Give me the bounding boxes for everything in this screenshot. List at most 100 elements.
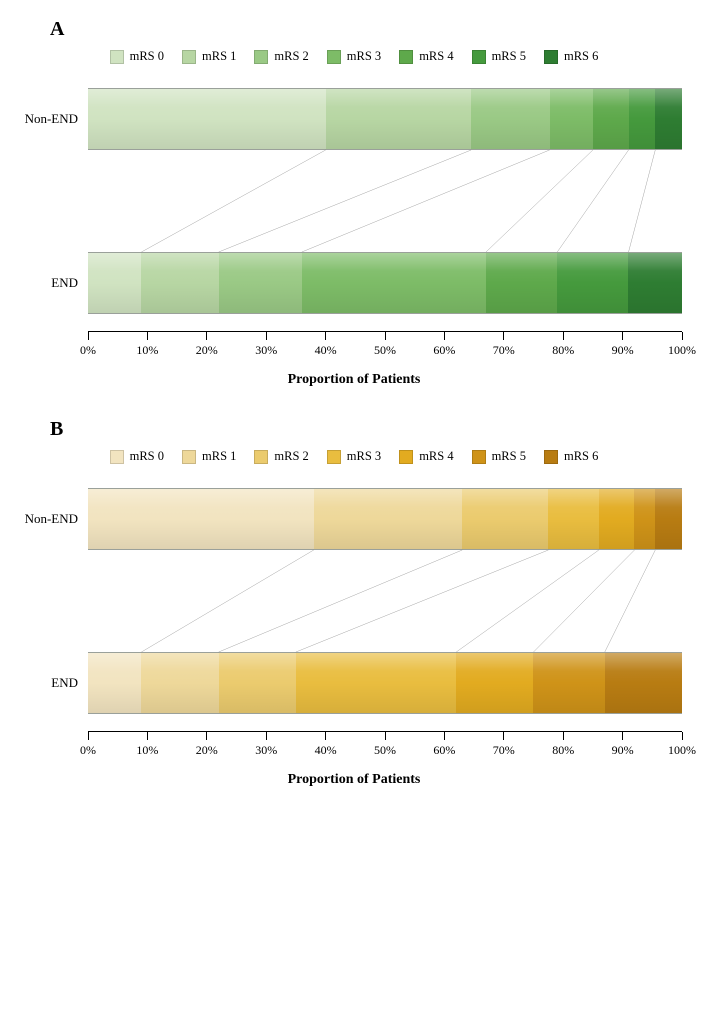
x-tick-label: 90% — [612, 743, 634, 758]
legend-swatch — [472, 50, 486, 64]
stacked-bar: Non-END — [88, 488, 682, 550]
legend-swatch — [254, 50, 268, 64]
connector-line — [141, 150, 325, 252]
x-tick-label: 0% — [80, 743, 96, 758]
legend-item: mRS 6 — [544, 49, 598, 64]
legend-item: mRS 0 — [110, 449, 164, 464]
legend-swatch — [182, 50, 196, 64]
legend-item: mRS 6 — [544, 449, 598, 464]
connector-line — [456, 550, 599, 652]
x-tick — [385, 732, 386, 740]
y-tick-label: Non-END — [16, 511, 78, 527]
panel-spacer — [16, 388, 692, 414]
y-tick-label: Non-END — [16, 111, 78, 127]
y-tick-label: END — [16, 675, 78, 691]
legend-item: mRS 3 — [327, 449, 381, 464]
legend-item: mRS 5 — [472, 49, 526, 64]
x-tick-label: 70% — [493, 343, 515, 358]
legend-text: mRS 0 — [130, 449, 164, 464]
x-tick-label: 60% — [433, 743, 455, 758]
stacked-bar: END — [88, 252, 682, 314]
x-tick — [88, 732, 89, 740]
legend-swatch — [254, 450, 268, 464]
x-tick-label: 60% — [433, 343, 455, 358]
x-tick-label: 40% — [315, 343, 337, 358]
connector-line — [141, 550, 313, 652]
bar-segment — [314, 489, 463, 549]
bar-segment — [296, 653, 456, 713]
legend-text: mRS 1 — [202, 449, 236, 464]
x-tick-label: 50% — [374, 743, 396, 758]
x-tick-label: 80% — [552, 743, 574, 758]
panel-label-A: A — [50, 18, 692, 41]
x-tick — [563, 732, 564, 740]
connector-line — [486, 150, 593, 252]
legend-text: mRS 3 — [347, 449, 381, 464]
x-tick-label: 30% — [255, 743, 277, 758]
connector-line — [219, 550, 463, 652]
bar-segment — [634, 489, 655, 549]
chart-area-B: Non-ENDEND0%10%20%30%40%50%60%70%80%90%1… — [88, 476, 682, 766]
x-tick-label: 50% — [374, 343, 396, 358]
x-tick-label: 80% — [552, 343, 574, 358]
connector-line — [629, 150, 656, 252]
bar-segment — [141, 253, 218, 313]
bar-segment — [88, 89, 326, 149]
connector-line — [557, 150, 628, 252]
legend-swatch — [544, 50, 558, 64]
legend-item: mRS 4 — [399, 49, 453, 64]
x-tick — [622, 732, 623, 740]
x-tick — [147, 332, 148, 340]
legend-item: mRS 1 — [182, 449, 236, 464]
x-tick — [88, 332, 89, 340]
legend-item: mRS 4 — [399, 449, 453, 464]
legend-item: mRS 3 — [327, 49, 381, 64]
legend-A: mRS 0 mRS 1 mRS 2 mRS 3 mRS 4 mRS 5 mRS 6 — [16, 49, 692, 64]
x-tick-label: 10% — [136, 743, 158, 758]
connector-line — [605, 550, 655, 652]
legend-text: mRS 6 — [564, 449, 598, 464]
x-tick-label: 20% — [196, 343, 218, 358]
legend-text: mRS 2 — [274, 49, 308, 64]
legend-text: mRS 4 — [419, 449, 453, 464]
legend-item: mRS 5 — [472, 449, 526, 464]
legend-swatch — [544, 450, 558, 464]
x-tick — [206, 332, 207, 340]
legend-B: mRS 0mRS 1mRS 2mRS 3mRS 4mRS 5mRS 6 — [16, 449, 692, 464]
legend-swatch — [110, 50, 124, 64]
connector-line — [219, 150, 471, 252]
legend-item: mRS 0 — [110, 49, 164, 64]
legend-swatch — [110, 450, 124, 464]
legend-swatch — [182, 450, 196, 464]
legend-item: mRS 2 — [254, 49, 308, 64]
bar-segment — [486, 253, 557, 313]
x-tick — [266, 732, 267, 740]
bar-segment — [548, 489, 598, 549]
bar-segment — [628, 253, 681, 313]
panel-spacer — [16, 788, 692, 814]
bar-segment — [655, 89, 682, 149]
legend-swatch — [327, 450, 341, 464]
bar-segment — [219, 253, 302, 313]
bar-segment — [550, 89, 593, 149]
panel-label-B: B — [50, 418, 692, 441]
legend-text: mRS 4 — [419, 49, 453, 64]
x-tick — [682, 332, 683, 340]
bar-segment — [462, 489, 548, 549]
x-tick — [563, 332, 564, 340]
bar-segment — [88, 653, 141, 713]
bar-segment — [88, 253, 141, 313]
connector-line — [296, 550, 548, 652]
bar-segment — [471, 89, 549, 149]
x-axis-title: Proportion of Patients — [16, 372, 692, 388]
bar-segment — [141, 653, 218, 713]
x-tick — [325, 732, 326, 740]
bar-segment — [629, 89, 656, 149]
x-tick-label: 100% — [668, 743, 696, 758]
bar-segment — [533, 653, 604, 713]
legend-text: mRS 3 — [347, 49, 381, 64]
x-tick — [503, 732, 504, 740]
x-tick — [325, 332, 326, 340]
legend-item: mRS 1 — [182, 49, 236, 64]
bar-segment — [655, 489, 682, 549]
